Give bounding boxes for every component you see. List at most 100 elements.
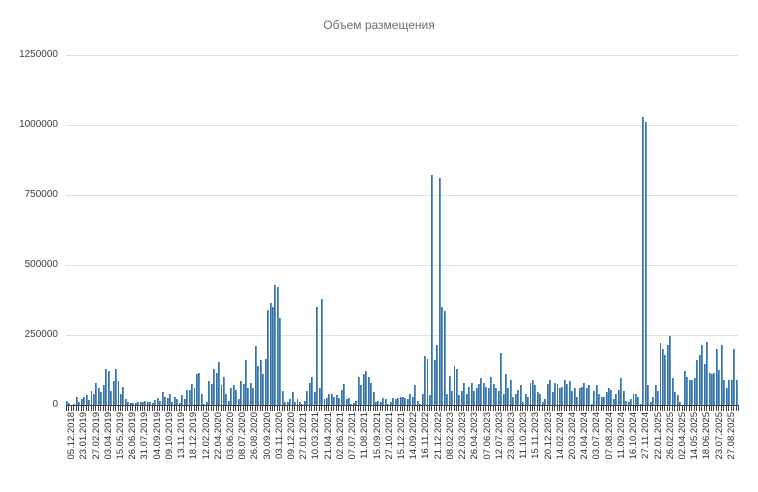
bar xyxy=(485,386,488,405)
bar xyxy=(107,371,110,405)
x-tick xyxy=(693,405,695,411)
bar xyxy=(733,349,736,405)
bar xyxy=(480,378,483,405)
bar xyxy=(149,401,152,405)
bar xyxy=(558,388,561,405)
bar xyxy=(451,391,453,405)
x-tick xyxy=(502,405,504,411)
x-tick xyxy=(529,405,531,411)
bar xyxy=(156,398,159,405)
x-tick xyxy=(436,405,438,411)
x-tick xyxy=(460,405,462,411)
bar xyxy=(671,378,674,405)
x-tick-label: 12.07.2023 xyxy=(493,412,505,460)
x-tick-label: 07.06.2023 xyxy=(481,412,493,460)
bar xyxy=(367,377,370,405)
bar xyxy=(416,400,419,405)
bar xyxy=(578,388,581,405)
x-tick xyxy=(284,405,286,411)
x-tick xyxy=(193,405,195,411)
x-tick xyxy=(730,405,732,411)
bar xyxy=(487,388,490,405)
bar xyxy=(200,393,203,405)
gridline xyxy=(66,335,738,336)
bar xyxy=(306,391,309,405)
x-tick xyxy=(350,405,352,411)
bar xyxy=(379,402,382,405)
bar xyxy=(249,382,252,405)
y-tick-label: 1000000 xyxy=(19,119,58,130)
bar xyxy=(404,398,407,405)
x-tick xyxy=(372,405,374,411)
x-tick xyxy=(524,405,526,411)
x-tick xyxy=(88,405,90,411)
x-tick xyxy=(377,405,379,411)
x-tick xyxy=(80,405,82,411)
bar xyxy=(237,399,240,405)
bar xyxy=(294,402,297,405)
x-tick xyxy=(578,405,580,411)
bar xyxy=(507,388,510,405)
x-tick xyxy=(330,405,332,411)
bar xyxy=(409,393,412,405)
bar xyxy=(718,370,721,405)
bar xyxy=(102,385,105,405)
x-tick-label: 16.11.2022 xyxy=(420,412,432,459)
bar xyxy=(458,395,461,405)
x-tick xyxy=(279,405,281,411)
x-tick xyxy=(585,405,587,411)
bar xyxy=(495,388,498,405)
x-tick xyxy=(146,405,148,411)
bar xyxy=(433,360,436,405)
bar xyxy=(289,399,292,405)
bar xyxy=(328,393,331,405)
x-tick xyxy=(676,405,678,411)
x-tick xyxy=(252,405,254,411)
x-tick xyxy=(222,405,224,411)
bar xyxy=(298,402,301,405)
bar xyxy=(576,396,579,405)
bar xyxy=(230,388,233,405)
bar xyxy=(657,391,660,405)
bar xyxy=(397,398,400,405)
bar xyxy=(514,393,517,405)
x-tick xyxy=(102,405,104,411)
bar xyxy=(281,391,284,405)
x-tick-label: 11.10.2023 xyxy=(518,412,530,459)
bar xyxy=(647,385,650,405)
bar xyxy=(644,122,647,405)
x-tick xyxy=(659,405,661,411)
bar xyxy=(632,393,635,405)
bar xyxy=(360,385,363,405)
bar xyxy=(375,402,377,405)
x-tick xyxy=(463,405,465,411)
x-tick-label: 03.07.2024 xyxy=(591,412,603,460)
x-tick xyxy=(691,405,693,411)
bar xyxy=(134,402,137,405)
x-tick xyxy=(686,405,688,411)
x-tick xyxy=(713,405,715,411)
bar xyxy=(406,399,409,405)
x-tick xyxy=(348,405,350,411)
bar xyxy=(534,385,537,405)
x-tick-label: 15.09.2021 xyxy=(371,412,383,460)
bar xyxy=(232,385,235,405)
bar xyxy=(296,399,299,405)
bar xyxy=(208,381,211,405)
x-tick-label: 27.02.2019 xyxy=(90,412,102,460)
bar xyxy=(529,382,532,405)
x-tick-label: 24.04.2024 xyxy=(579,412,591,460)
bar xyxy=(127,402,130,405)
bar xyxy=(333,396,336,405)
bar xyxy=(460,391,463,405)
x-tick xyxy=(428,405,430,411)
bar xyxy=(323,399,326,405)
x-tick xyxy=(536,405,538,411)
bar xyxy=(563,379,566,405)
x-tick-label: 27.01.2021 xyxy=(298,412,310,460)
bar xyxy=(531,379,534,405)
bar xyxy=(355,400,358,405)
x-tick xyxy=(661,405,663,411)
x-tick xyxy=(441,405,443,411)
bar xyxy=(80,399,83,405)
